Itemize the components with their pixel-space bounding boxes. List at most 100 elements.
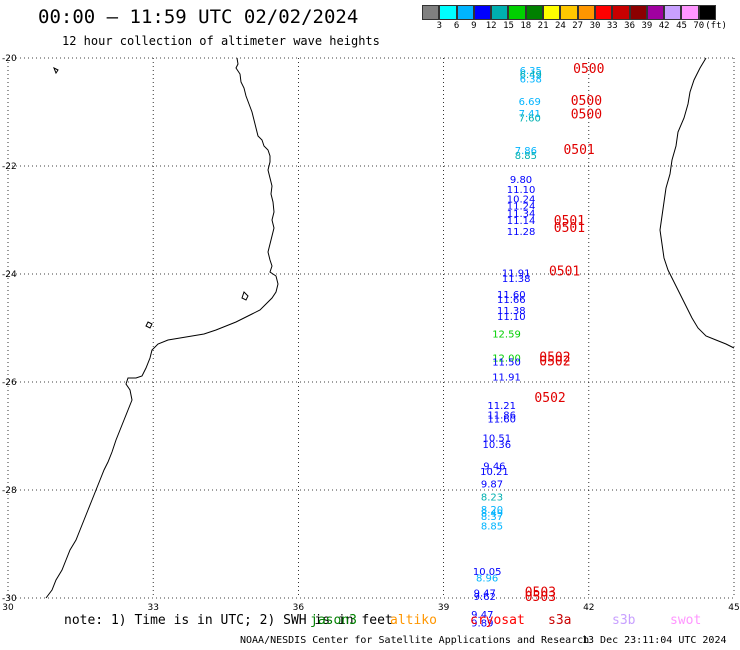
legend-swatch [560, 5, 578, 20]
wave-height-legend: 3 6 9 12 15 18 21 24 27 30 33 36 39 42 45 70 (ft) [422, 5, 727, 32]
wave-height-label: 11.38 [497, 306, 526, 317]
legend-swatch [543, 5, 561, 20]
coastal-islet [145, 321, 153, 329]
wave-height-label: 9.46 [483, 462, 505, 473]
wave-height-label: 8.85 [515, 151, 537, 162]
satellite-name-s3b: s3b [612, 613, 636, 628]
pass-time-label: 0501 [554, 221, 585, 236]
longitude-tick-label: 39 [438, 603, 450, 613]
pass-time-label: 0502 [539, 351, 570, 366]
legend-label: 33 [606, 21, 618, 31]
wave-height-label: 6.38 [520, 75, 542, 86]
wave-height-label: 11.24 [507, 201, 536, 212]
wave-height-label: 10.05 [473, 567, 502, 578]
africa-coastline [45, 57, 279, 599]
legend-label: 18 [520, 21, 532, 31]
wave-height-label: 9.87 [481, 480, 503, 491]
wave-height-label: 8.49 [481, 509, 503, 520]
legend-swatch [681, 5, 699, 20]
latitude-tick-label: -24 [2, 270, 17, 280]
wave-height-label: 11.60 [487, 415, 516, 426]
wave-height-label: 11.66 [497, 295, 526, 306]
legend-label: 42 [658, 21, 670, 31]
wave-height-label: 11.91 [492, 373, 521, 384]
wave-height-label: 9.47 [474, 589, 496, 600]
legend-swatch [612, 5, 630, 20]
legend-swatch [629, 5, 647, 20]
legend-swatch [577, 5, 595, 20]
footer-generated-time: 13 Dec 23:11:04 UTC 2024 [582, 635, 727, 646]
wave-height-label: 10.36 [483, 440, 512, 451]
wave-height-label: 12.59 [492, 329, 521, 340]
wave-height-label: 9.47 [471, 610, 493, 621]
wave-height-label: 11.28 [507, 227, 536, 238]
legend-swatch [491, 5, 509, 20]
legend-swatch [422, 5, 440, 20]
legend-labels: 3 6 9 12 15 18 21 24 27 30 33 36 39 42 45 70 (ft) [422, 20, 727, 32]
latitude-tick-label: -30 [2, 594, 17, 604]
pass-time-label: 0502 [534, 391, 565, 406]
legend-swatch [525, 5, 544, 20]
axis-labels: 30 33 36 39 42 45 -20 -22 -24 -26 -28 -30 [2, 54, 740, 613]
pass-time-label: 0501 [554, 214, 585, 229]
pass-time-label: 0503 [525, 586, 556, 601]
map-subtitle: 12 hour collection of altimeter wave hei… [62, 34, 380, 48]
legend-label: (ft) [705, 21, 727, 31]
wave-height-label: 11.10 [497, 312, 526, 323]
wave-height-label: 11.38 [502, 274, 531, 285]
wave-height-label: 11.14 [507, 216, 536, 227]
latitude-tick-label: -22 [2, 162, 17, 172]
satellite-name-jason3: jason3 [310, 613, 357, 628]
legend-swatch [664, 5, 682, 20]
wave-height-label: 11.60 [497, 290, 526, 301]
wave-height-label: 8.96 [476, 573, 498, 584]
wave-height-label: 9.80 [510, 175, 532, 186]
legend-label: 24 [554, 21, 566, 31]
longitude-tick-label: 45 [728, 603, 739, 613]
wave-height-label: 11.34 [507, 209, 536, 220]
satellite-name-cryosat: cryosat [470, 613, 525, 628]
wave-height-label: 10.51 [483, 434, 512, 445]
wave-height-label: 11.10 [507, 185, 536, 196]
wave-height-label: 7.60 [519, 113, 541, 124]
wave-height-label: 6.69 [519, 97, 541, 108]
legend-swatch [646, 5, 665, 20]
wave-height-label: 11.50 [492, 357, 521, 368]
legend-label: 12 [485, 21, 497, 31]
wave-height-label: 10.21 [480, 467, 509, 478]
satellite-name-s3a: s3a [548, 613, 572, 628]
legend-label: 45 [676, 21, 687, 31]
map-title: 00:00 — 11:59 UTC 02/02/2024 [38, 6, 359, 28]
pass-time-label: 0500 [571, 108, 602, 123]
inhaca-island [241, 291, 249, 301]
legend-swatch [439, 5, 457, 20]
longitude-tick-label: 42 [583, 603, 594, 613]
legend-swatch [473, 5, 492, 20]
legend-swatch [456, 5, 474, 20]
time-labels: 0500050005000501050105010501050205020502… [525, 62, 605, 605]
longitude-tick-label: 33 [147, 603, 158, 613]
wave-height-label: 8.23 [481, 492, 503, 503]
legend-label: 70 [693, 21, 705, 31]
latitude-tick-label: -26 [2, 378, 17, 388]
wave-height-label: 6.49 [520, 70, 542, 81]
lat-lon-grid [7, 57, 735, 599]
wave-height-label: 11.86 [487, 410, 516, 421]
pass-time-label: 0500 [573, 62, 604, 77]
footer-note: note: 1) Time is in UTC; 2) SWH is in fe… [64, 613, 393, 628]
legend-label: 36 [624, 21, 636, 31]
coastline [45, 57, 735, 599]
satellite-name-swot: swot [670, 613, 702, 628]
legend-label: 27 [572, 21, 584, 31]
latitude-tick-label: -20 [2, 54, 17, 64]
longitude-tick-label: 30 [2, 603, 14, 613]
wave-height-label: 7.86 [515, 146, 537, 157]
pass-time-label: 0501 [563, 143, 594, 158]
bazaruto-islet [53, 66, 59, 75]
wave-height-label: 8.85 [481, 522, 503, 533]
madagascar-coastline [659, 57, 735, 349]
legend-swatch [698, 5, 717, 20]
footer-credit: NOAA/NESDIS Center for Satellite Applica… [240, 635, 590, 646]
wave-height-label: 8.20 [481, 505, 503, 516]
